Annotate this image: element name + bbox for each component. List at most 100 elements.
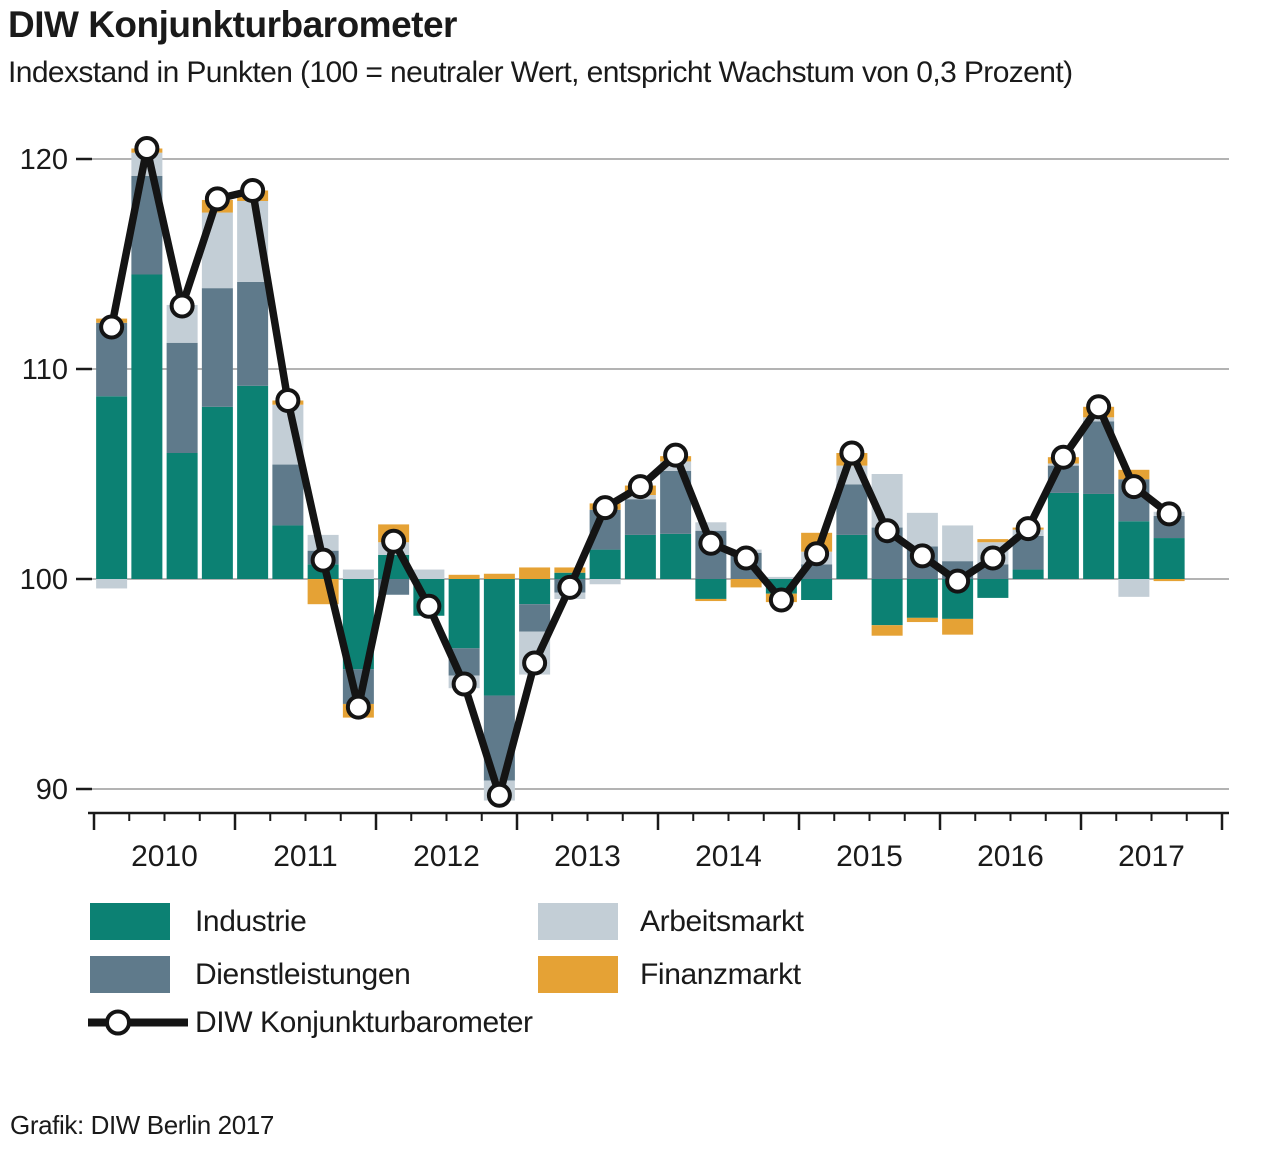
segment-industrie <box>589 549 621 579</box>
segment-industrie <box>836 534 868 579</box>
bar-2010-Q2 <box>131 148 163 579</box>
line-marker <box>1015 516 1041 542</box>
y-tick-label: 90 <box>36 774 68 806</box>
year-label: 2013 <box>554 840 621 873</box>
legend-label-line: DIW Konjunkturbarometer <box>195 1005 533 1039</box>
segment-dienstleistungen <box>624 499 656 535</box>
segment-industrie <box>660 533 692 579</box>
segment-arbeitsmarkt <box>765 576 797 579</box>
legend-swatch-dienstleistungen <box>90 956 170 993</box>
segment-industrie <box>695 579 727 599</box>
page-subtitle: Indexstand in Punkten (100 = neutraler W… <box>8 56 1073 89</box>
segment-arbeitsmarkt <box>96 579 128 589</box>
line-marker <box>486 782 512 808</box>
segment-industrie <box>1153 538 1185 579</box>
y-axis-labels: 90 100 110 120 <box>20 144 68 806</box>
segment-industrie <box>1118 521 1150 579</box>
legend-label-dienstleistungen: Dienstleistungen <box>195 957 411 991</box>
segment-arbeitsmarkt <box>342 569 374 579</box>
line-marker <box>204 186 230 212</box>
segment-industrie <box>1012 569 1044 579</box>
segment-industrie <box>906 579 938 618</box>
segment-finanzmarkt <box>730 579 762 588</box>
bar-2013-Q4 <box>624 485 656 579</box>
segment-arbeitsmarkt <box>1118 579 1150 597</box>
x-axis-labels: 2010 2011 2012 2013 2014 2015 2016 2017 <box>131 840 1185 873</box>
segment-finanzmarkt <box>483 573 515 579</box>
line-marker <box>1050 444 1076 470</box>
segment-finanzmarkt <box>871 625 903 636</box>
segment-industrie <box>1083 493 1115 579</box>
line-marker <box>522 650 548 676</box>
segment-arbeitsmarkt <box>695 522 727 531</box>
line-marker <box>275 388 301 413</box>
segment-industrie <box>977 579 1009 598</box>
line-marker <box>627 474 653 500</box>
line-marker <box>592 495 618 521</box>
line-marker <box>310 547 336 573</box>
y-tick-label: 110 <box>22 354 68 386</box>
line-marker <box>768 587 794 613</box>
legend-line-symbol <box>88 1009 188 1036</box>
segment-industrie <box>166 453 198 579</box>
segment-industrie <box>272 525 304 579</box>
line-marker <box>99 314 125 340</box>
line-marker <box>804 541 830 567</box>
year-label: 2012 <box>413 840 480 873</box>
segment-arbeitsmarkt <box>413 569 445 579</box>
line-marker <box>909 543 935 569</box>
year-label: 2011 <box>273 840 338 873</box>
segment-dienstleistungen <box>201 288 233 407</box>
segment-finanzmarkt <box>554 567 586 573</box>
legend-swatch-industrie <box>90 903 170 940</box>
page-title: DIW Konjunkturbarometer <box>8 4 457 45</box>
line-marker <box>698 530 724 556</box>
legend-label-arbeitsmarkt: Arbeitsmarkt <box>640 904 804 938</box>
segment-industrie <box>801 579 833 600</box>
segment-industrie <box>448 579 480 649</box>
segment-industrie <box>624 534 656 579</box>
year-label: 2010 <box>131 840 198 873</box>
segment-finanzmarkt <box>448 574 480 579</box>
segment-industrie <box>96 396 128 579</box>
legend-swatch-arbeitsmarkt <box>538 903 618 940</box>
segment-industrie <box>871 579 903 626</box>
line-marker <box>240 178 266 203</box>
line-markers <box>99 136 1182 808</box>
segment-arbeitsmarkt <box>1083 417 1115 422</box>
line-marker <box>663 442 689 468</box>
segment-industrie <box>483 579 515 696</box>
line-marker <box>839 440 865 466</box>
segment-dienstleistungen <box>166 342 198 453</box>
segment-finanzmarkt <box>942 618 974 635</box>
line-marker <box>945 568 971 594</box>
segment-finanzmarkt <box>519 567 551 579</box>
legend-label-industrie: Industrie <box>195 904 307 938</box>
segment-arbeitsmarkt <box>906 512 938 547</box>
y-tick-label: 100 <box>20 564 68 596</box>
segment-industrie <box>519 579 551 605</box>
segment-dienstleistungen <box>977 564 1009 579</box>
segment-finanzmarkt <box>1153 579 1185 582</box>
legend-label-finanzmarkt: Finanzmarkt <box>640 957 801 991</box>
segment-finanzmarkt <box>977 539 1009 543</box>
line-marker <box>381 528 407 554</box>
bar-2017-Q3 <box>1153 511 1185 582</box>
segment-finanzmarkt <box>906 617 938 623</box>
line-marker <box>451 671 477 697</box>
segment-arbeitsmarkt <box>942 525 974 562</box>
year-label: 2015 <box>836 840 903 873</box>
line-marker <box>169 293 195 319</box>
line-marker <box>1086 394 1112 420</box>
line-marker <box>134 136 160 161</box>
line-marker <box>980 545 1006 571</box>
line-marker <box>557 574 583 600</box>
bar-2011-Q2 <box>272 400 304 579</box>
segment-dienstleistungen <box>519 604 551 632</box>
segment-industrie <box>237 385 269 579</box>
year-label: 2016 <box>977 840 1044 873</box>
source-note: Grafik: DIW Berlin 2017 <box>10 1110 274 1140</box>
segment-dienstleistungen <box>272 464 304 526</box>
line-marker <box>416 593 442 619</box>
